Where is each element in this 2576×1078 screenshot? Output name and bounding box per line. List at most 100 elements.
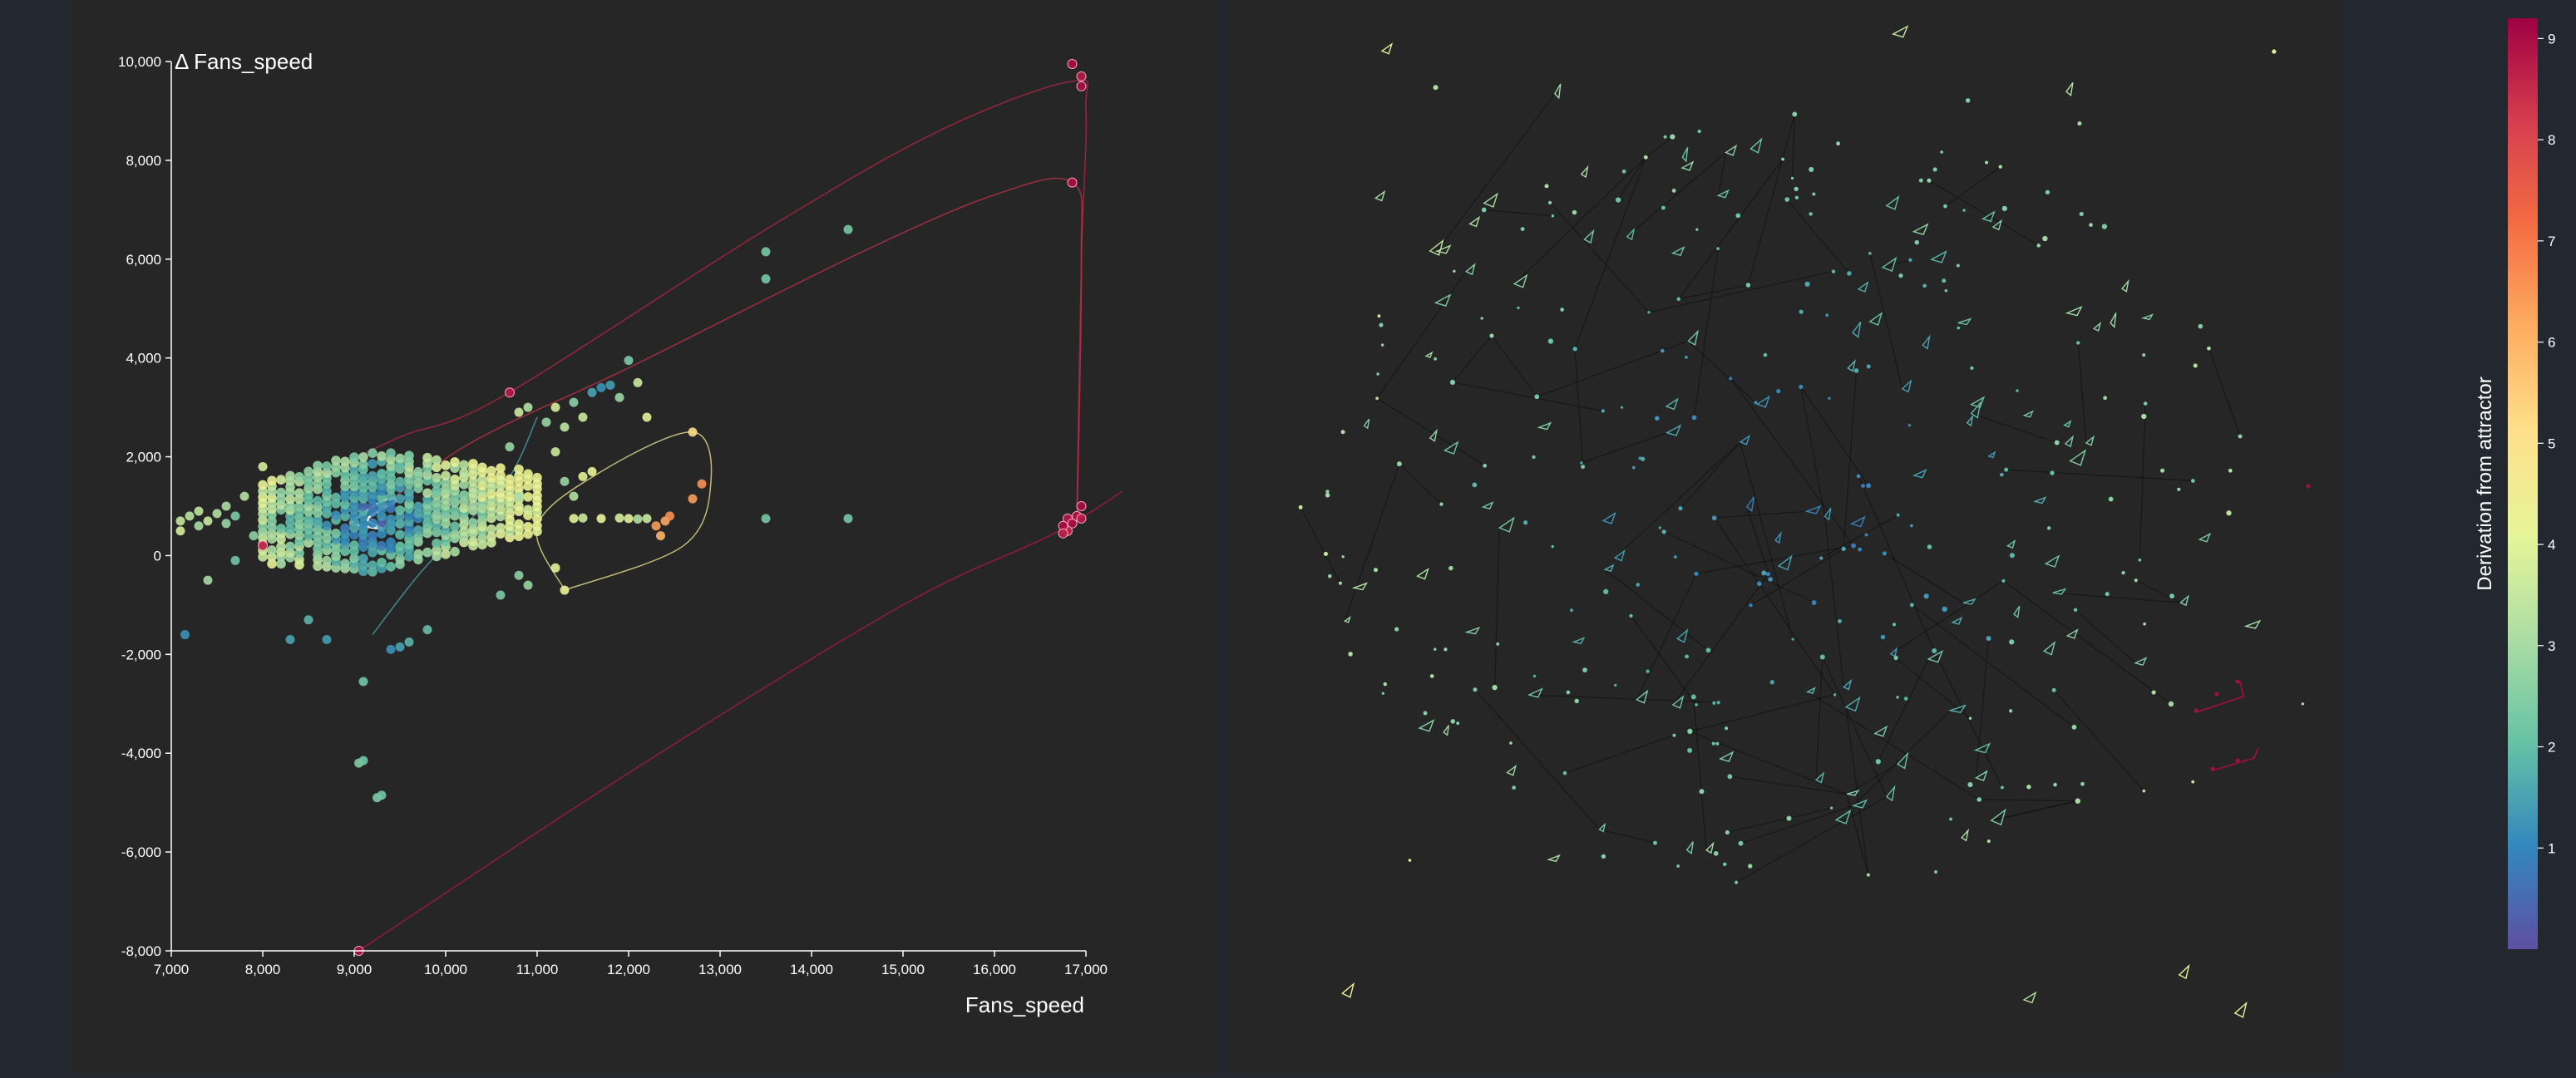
data-point (313, 514, 323, 525)
data-point (459, 480, 469, 490)
network-node (1923, 593, 1929, 599)
legend-tick-label: 2 (2548, 740, 2555, 756)
data-point (688, 494, 698, 504)
data-point (267, 552, 277, 562)
network-loop (1498, 516, 1515, 533)
data-point (349, 554, 359, 564)
data-point (514, 491, 524, 501)
network-node (1831, 269, 1836, 273)
network-edge (1730, 775, 1848, 795)
data-point (496, 590, 506, 600)
data-point (550, 402, 560, 412)
data-point (477, 475, 487, 485)
network-node (1580, 461, 1583, 465)
network-node (2101, 224, 2108, 229)
network-edge (1735, 796, 1888, 884)
network-node (2301, 702, 2305, 706)
legend-tick-label: 8 (2548, 132, 2555, 148)
network-edge (1376, 271, 1467, 399)
data-point (413, 549, 423, 559)
data-point (450, 505, 460, 515)
network-node (1853, 368, 1859, 373)
network-node (1443, 647, 1448, 652)
data-point (596, 382, 606, 392)
data-point (349, 452, 359, 462)
network-edge (1376, 397, 1485, 466)
y-tick-label: 6,000 (126, 252, 161, 268)
data-point (221, 519, 231, 529)
data-point (267, 559, 277, 569)
x-tick-label: 8,000 (245, 962, 281, 977)
network-loop (2065, 306, 2083, 317)
network-node (2105, 592, 2110, 597)
network-edges (1300, 93, 2241, 884)
data-point (368, 470, 378, 481)
network-node (2272, 49, 2277, 54)
data-point (459, 490, 469, 500)
network-node (1566, 690, 1571, 695)
data-point (1076, 501, 1087, 511)
data-point (303, 466, 313, 477)
network-loop (1846, 790, 1860, 796)
data-point (441, 477, 451, 488)
data-point (514, 519, 524, 529)
data-point (322, 555, 332, 566)
network-node (1962, 209, 1966, 212)
network-node (1893, 655, 1898, 661)
network-edge (1494, 528, 1500, 688)
data-point (377, 540, 387, 551)
network-node (1713, 850, 1719, 856)
network-loop (1814, 771, 1825, 784)
network-node (1896, 513, 1900, 517)
network-node (1868, 252, 1872, 255)
network-node (1544, 184, 1549, 189)
network-node (2214, 692, 2219, 697)
data-point (761, 247, 771, 257)
data-point (194, 521, 204, 531)
network-loop (1598, 822, 1606, 833)
data-point (432, 545, 442, 556)
data-point (313, 495, 323, 506)
network-edge (1549, 202, 1650, 313)
network-node (1804, 281, 1810, 287)
network-node (1812, 192, 1816, 196)
network-loop (2092, 322, 2102, 332)
data-point (560, 585, 570, 595)
phase-plot-svg: 7,000 8,000 9,000 10,000 11,000 12,000 13,000 1… (118, 49, 1123, 1017)
network-loop (2022, 991, 2037, 1004)
data-point (550, 447, 560, 457)
network-loop (1464, 263, 1476, 276)
network-edge (1537, 340, 1689, 397)
data-point (587, 466, 597, 476)
network-node (1695, 702, 1698, 706)
network-edge (1991, 800, 2078, 821)
network-loop (1483, 192, 1498, 208)
data-point (404, 510, 414, 521)
network-loop (1665, 397, 1679, 411)
network-node (1738, 840, 1744, 846)
network-loop (1804, 505, 1822, 514)
data-point (614, 392, 624, 402)
network-loop (1851, 799, 1868, 809)
network-node (1551, 214, 1555, 218)
network-node (1481, 207, 1487, 213)
network-node (2045, 190, 2050, 194)
network-node (1781, 157, 1784, 161)
data-point (688, 427, 698, 437)
network-node (1908, 258, 1912, 262)
network-node (2080, 781, 2085, 786)
network-loop (1687, 329, 1700, 347)
network-node (1892, 623, 1897, 627)
network-node (2079, 211, 2084, 217)
data-point (432, 462, 442, 473)
data-point (340, 470, 350, 480)
data-point (514, 407, 524, 417)
network-loop (1513, 273, 1528, 288)
data-point (486, 524, 496, 534)
network-node (1792, 111, 1798, 117)
data-point (267, 475, 277, 486)
network-node (1616, 197, 1621, 203)
data-point (605, 380, 615, 390)
network-node (1735, 880, 1739, 884)
network-node (1676, 864, 1680, 868)
